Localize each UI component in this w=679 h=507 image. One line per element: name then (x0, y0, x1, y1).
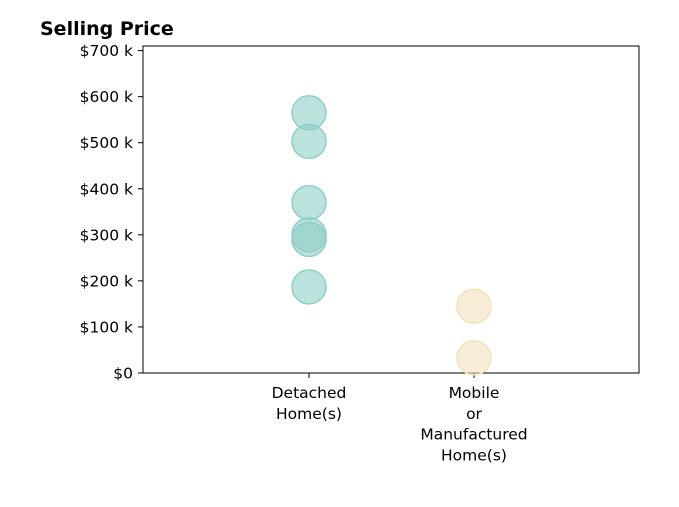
y-tick-label: $700 k (80, 42, 133, 60)
y-tick-label: $300 k (80, 226, 133, 244)
data-point (291, 221, 327, 258)
y-axis: $0 $100 k $200 k $300 k $400 k $500 k $600 k $7… (80, 42, 143, 383)
data-point (291, 123, 327, 160)
chart-title: Selling Price (40, 18, 174, 40)
data-point (456, 288, 492, 324)
y-tick-label: $400 k (80, 180, 133, 198)
data-points (291, 95, 492, 376)
y-tick-label: $600 k (80, 88, 133, 106)
x-axis: Detached Home(s) Mobile or Manufactured Home(… (272, 373, 528, 464)
plot-frame (142, 45, 640, 374)
data-point (456, 340, 492, 376)
x-tick-label: Mobile or Manufactured Home(s) (420, 384, 527, 464)
y-tick-label: $500 k (80, 134, 133, 152)
y-tick-label: $100 k (80, 318, 133, 336)
x-tick-label: Detached Home(s) (272, 384, 347, 423)
y-tick-label: $0 (113, 365, 133, 383)
y-tick-label: $200 k (80, 272, 133, 290)
data-point (291, 269, 327, 305)
data-point (291, 184, 327, 221)
